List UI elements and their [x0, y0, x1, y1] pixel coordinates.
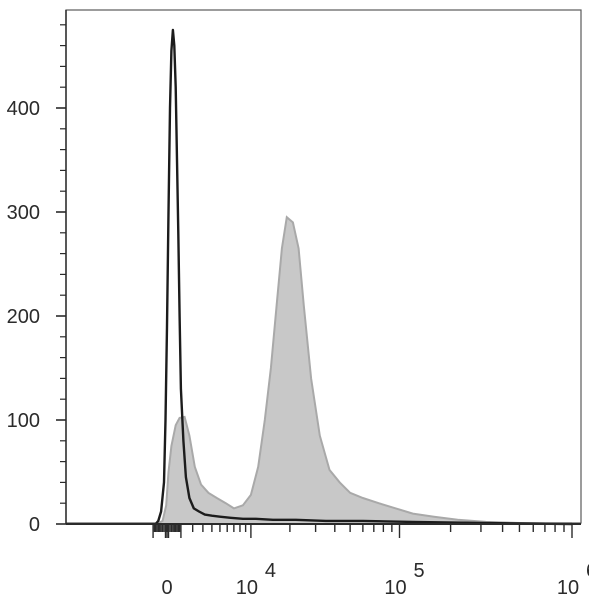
series-layer — [153, 28, 573, 526]
x-axis: 0 10 4 10 5 10 6 — [152, 524, 589, 599]
y-tick-label: 100 — [7, 410, 40, 432]
filled-histogram-series-0 — [153, 215, 573, 525]
outline-histogram-series-1 — [154, 28, 573, 526]
x-tick-exponent: 6 — [586, 560, 589, 582]
x-tick-label: 10 — [384, 577, 406, 599]
y-axis: 0 100 200 300 400 — [7, 24, 66, 536]
y-tick-label: 0 — [29, 514, 40, 536]
x-tick-label: 10 — [557, 577, 579, 599]
x-tick-label: 10 — [236, 577, 258, 599]
x-tick-exponent: 4 — [265, 560, 276, 582]
y-tick-label: 400 — [7, 98, 40, 120]
x-tick-label: 0 — [161, 577, 172, 599]
y-tick-label: 200 — [7, 306, 40, 328]
y-tick-label: 300 — [7, 202, 40, 224]
x-tick-exponent: 5 — [414, 560, 425, 582]
